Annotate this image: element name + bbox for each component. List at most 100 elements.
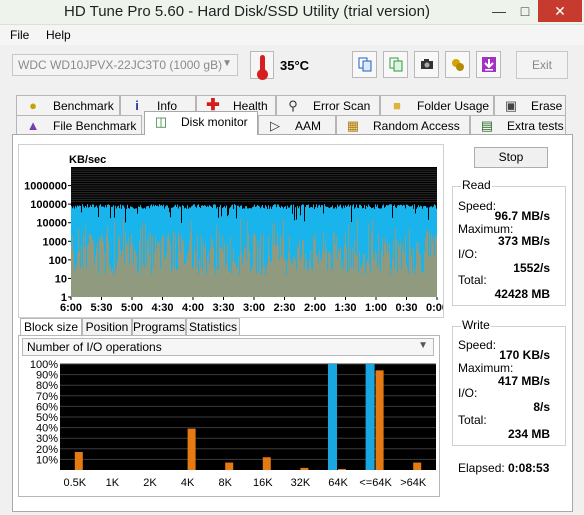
- histogram-write-bar: [187, 428, 196, 470]
- histogram-y-tick-label: 90%: [36, 370, 58, 382]
- speaker-icon: ▷: [270, 118, 280, 133]
- thermometer-icon: [257, 55, 268, 80]
- histogram-write-bar: [338, 468, 346, 470]
- stop-button[interactable]: Stop: [474, 147, 548, 168]
- plot-gridlines: [71, 168, 437, 202]
- x-tick-label: 2:00: [304, 302, 326, 314]
- histogram-y-tick-label: 70%: [36, 391, 58, 403]
- temperature-button[interactable]: [250, 51, 274, 80]
- menu-help[interactable]: Help: [46, 28, 71, 42]
- x-tick-label: 5:30: [90, 302, 112, 314]
- x-tick-label: 4:00: [182, 302, 204, 314]
- x-tick-label: 4:30: [151, 302, 173, 314]
- x-tick-label: 6:00: [60, 302, 82, 314]
- window-title: HD Tune Pro 5.60 - Hard Disk/SSD Utility…: [64, 3, 430, 20]
- histogram-write-bar: [225, 462, 234, 470]
- download-button[interactable]: [476, 51, 501, 78]
- histogram-x-tick-label: 16K: [253, 477, 273, 489]
- histogram-y-tick-label: 100%: [30, 359, 58, 371]
- tab-random-access[interactable]: ▦ Random Access: [336, 115, 470, 135]
- download-icon: [482, 57, 496, 72]
- block-size-histogram-svg: 100%90%80%70%60%50%40%30%20%10% 0.5K 1K 2K 4…: [30, 359, 436, 489]
- drive-select[interactable]: WDC WD10JPVX-22JC3T0 (1000 gB) ▼: [12, 54, 238, 76]
- tab-block-size[interactable]: Block size: [20, 318, 82, 337]
- tab-position[interactable]: Position: [82, 318, 132, 336]
- x-tick-label: 1:30: [334, 302, 356, 314]
- y-tick-label: 1000000: [24, 181, 67, 193]
- read-max-value: 373 MB/s: [497, 234, 550, 248]
- camera-button[interactable]: [414, 51, 439, 78]
- tab-disk-monitor[interactable]: ◫ Disk monitor: [144, 111, 258, 135]
- read-total-value: 42428 MB: [494, 287, 550, 301]
- read-max-label: Maximum:: [458, 222, 514, 236]
- histogram-write-bar: [74, 451, 83, 470]
- menu-bar: File Help: [0, 25, 584, 45]
- histogram-write-bar: [300, 467, 309, 470]
- x-tick-label: 5:00: [121, 302, 143, 314]
- read-total-label: Total:: [458, 273, 487, 287]
- file-benchmark-icon: ▲: [26, 118, 40, 133]
- write-speed-value: 170 KB/s: [499, 348, 550, 362]
- histogram-y-tick-label: 40%: [36, 423, 58, 435]
- write-total-value: 234 MB: [507, 427, 550, 441]
- tab-aam[interactable]: ▷ AAM: [258, 115, 336, 135]
- tab-file-benchmark[interactable]: ▲ File Benchmark: [16, 115, 142, 135]
- histogram-write-bar: [375, 370, 384, 470]
- chevron-down-icon: ▼: [418, 340, 428, 351]
- tab-health[interactable]: ✚ Health: [196, 95, 276, 115]
- y-tick-label: 100: [49, 255, 67, 267]
- copy-screenshot-button[interactable]: [383, 51, 408, 78]
- histogram-y-tick-label: 10%: [36, 454, 58, 466]
- histogram-mode-value: Number of I/O operations: [27, 340, 162, 354]
- camera-icon: [421, 59, 433, 69]
- read-io-label: I/O:: [458, 247, 478, 261]
- copy-screenshot-icon: [389, 57, 403, 72]
- histogram-read-bar: [365, 364, 375, 470]
- tab-info[interactable]: i Info: [120, 95, 196, 115]
- read-io-value: 1552/s: [513, 261, 550, 275]
- chevron-down-icon: ▼: [222, 58, 232, 69]
- histogram-mode-select[interactable]: Number of I/O operations ▼: [22, 338, 434, 356]
- tab-extra-tests[interactable]: ▤ Extra tests: [470, 115, 566, 135]
- histogram-y-tick-label: 60%: [36, 401, 58, 413]
- tab-benchmark[interactable]: ● Benchmark: [16, 95, 120, 115]
- histogram-x-tick-label: 8K: [218, 477, 232, 489]
- tab-programs[interactable]: Programs: [132, 318, 186, 336]
- minimize-button[interactable]: —: [492, 3, 506, 19]
- tab-folder-usage[interactable]: ■ Folder Usage: [380, 95, 494, 115]
- histogram-write-bar: [413, 462, 422, 470]
- y-tick-label: 10000: [36, 218, 67, 230]
- maximize-button[interactable]: □: [520, 3, 530, 19]
- benchmark-icon: ●: [29, 98, 37, 113]
- random-access-icon: ▦: [346, 118, 360, 133]
- x-tick-label: 0:00: [426, 302, 443, 314]
- exit-button[interactable]: Exit: [516, 51, 568, 79]
- menu-file[interactable]: File: [10, 28, 30, 42]
- read-speed-label: Speed:: [458, 199, 497, 213]
- x-tick-label: 2:30: [273, 302, 295, 314]
- toolbar: WDC WD10JPVX-22JC3T0 (1000 gB) ▼ 35°C Ex…: [0, 45, 584, 88]
- histogram-x-tick-label: 0.5K: [63, 477, 86, 489]
- tab-error-scan[interactable]: ⚲ Error Scan: [276, 95, 380, 115]
- y-axis-label: KB/sec: [69, 154, 106, 166]
- histogram-x-tick-label: <=64K: [359, 477, 392, 489]
- write-group-title: Write: [461, 318, 491, 332]
- tab-statistics[interactable]: Statistics: [186, 318, 240, 336]
- copy-info-button[interactable]: [352, 51, 377, 78]
- read-speed-value: 96.7 MB/s: [494, 209, 550, 223]
- close-button[interactable]: ✕: [538, 0, 582, 22]
- histogram-y-tick-label: 30%: [36, 433, 58, 445]
- read-group: Read: [452, 178, 566, 306]
- throughput-chart: KB/sec 1000000 100000 10000 1000 100 10 1 6:00 5:…: [18, 144, 448, 318]
- options-button[interactable]: [445, 51, 470, 78]
- histogram-read-bar: [328, 364, 337, 470]
- drive-select-value: WDC WD10JPVX-22JC3T0 (1000 gB): [18, 58, 223, 72]
- histogram-x-tick-label: 64K: [328, 477, 348, 489]
- write-series-area: [71, 219, 437, 297]
- tab-erase[interactable]: ▣ Erase: [494, 95, 566, 115]
- elapsed-label: Elapsed:: [458, 461, 505, 475]
- block-size-histogram: 100% 90% 80% 70% 60% 50% 40% 30% 20% 10% 0.5K 1K 2K 4…: [22, 358, 440, 494]
- y-tick-label: 10: [55, 273, 67, 285]
- x-tick-label: 0:30: [395, 302, 417, 314]
- health-icon: ✚: [206, 97, 220, 114]
